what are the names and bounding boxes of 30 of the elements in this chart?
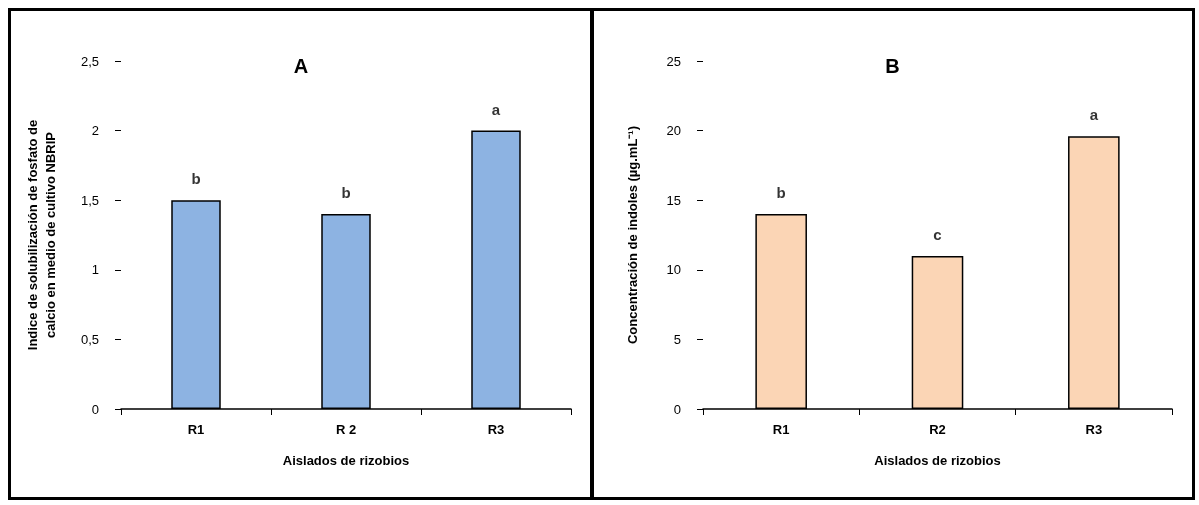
x-tick-label: R3 <box>487 422 505 437</box>
y-tick-label: 0 <box>91 401 99 417</box>
y-tick-label: 0 <box>673 401 681 417</box>
y-tick-label: 1,5 <box>80 192 99 208</box>
y-tick-label: 15 <box>666 192 681 208</box>
y-tick-label: 5 <box>673 331 681 347</box>
x-tick-label: R3 <box>1085 422 1103 437</box>
y-tick-label: 2,5 <box>80 53 99 69</box>
y-axis-title: Concentración de indoles (µg.mL⁻¹) <box>624 125 640 345</box>
y-tick-label: 2 <box>91 123 99 139</box>
annotation: b <box>191 170 201 188</box>
y-tick-label: 0,5 <box>80 331 99 347</box>
annotation: a <box>1089 106 1099 124</box>
x-tick-label: R 2 <box>335 422 357 437</box>
x-axis-title: Aislados de rizobios <box>874 453 1001 468</box>
y-tick-label: 1 <box>91 262 99 278</box>
x-tick-label: R1 <box>772 422 790 437</box>
x-tick-label: R1 <box>187 422 205 437</box>
annotation: b <box>341 184 351 202</box>
annotation: c <box>933 225 942 243</box>
y-axis-title: Indice de solubilización de fosfato de calcio en medio de cultivo NBRIP <box>24 119 58 351</box>
y-tick-label: 10 <box>666 262 681 278</box>
x-tick-label: R2 <box>929 422 946 437</box>
annotation: a <box>491 100 501 118</box>
chart-title: A <box>293 55 309 77</box>
y-tick-label: 20 <box>666 123 681 139</box>
chart-title: B <box>885 55 900 77</box>
annotation: b <box>776 184 786 202</box>
y-tick-label: 25 <box>666 53 681 69</box>
x-axis-title: Aislados de rizobios <box>282 453 410 468</box>
